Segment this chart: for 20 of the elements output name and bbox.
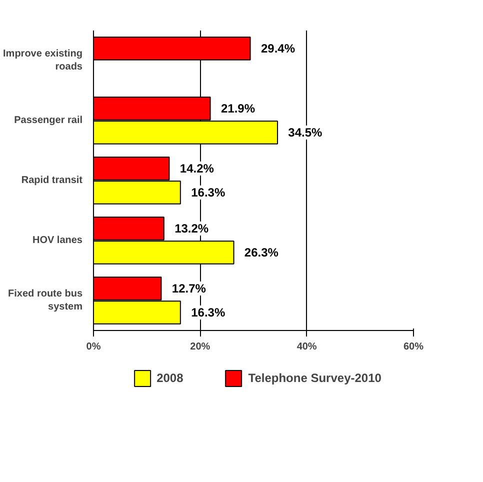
text: 26.3% [244, 246, 278, 260]
text: 34.5% [288, 126, 322, 140]
text: 29.4% [260, 42, 295, 56]
text: 13.2% [174, 222, 209, 236]
text: 14.2% [180, 162, 214, 176]
legend-label: Telephone Survey-2010 [248, 370, 382, 384]
legend-label: 2008 [156, 370, 184, 384]
x-tick-label: 0% [86, 342, 101, 352]
x-tick-label: 40% [296, 342, 317, 352]
y-tick-label: Fixed route bus system [8, 288, 83, 313]
text: 21.9% [220, 102, 255, 116]
x-tick-label: 20% [190, 342, 210, 352]
text: 16.3% [191, 186, 226, 200]
text: 16.3% [191, 306, 226, 320]
x-tick-label: 60% [403, 342, 424, 352]
text: 12.7% [172, 282, 206, 296]
y-tick-label: Improve existing roads [3, 48, 83, 73]
y-tick-label: Rapid transit [21, 175, 84, 186]
y-tick-label: HOV lanes [32, 235, 83, 246]
y-tick-label: Passenger rail [14, 115, 83, 126]
